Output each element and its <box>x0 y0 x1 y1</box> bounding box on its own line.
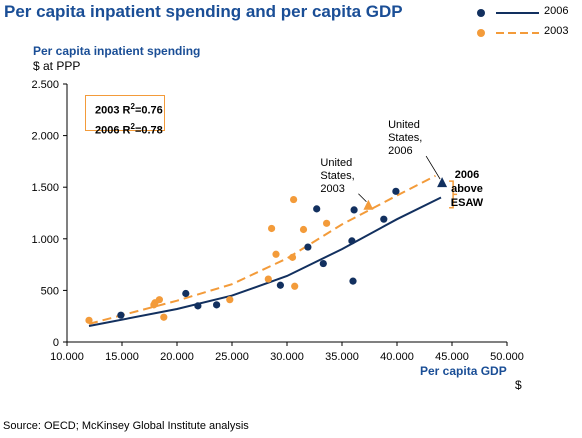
annotation-label: 2006 <box>388 145 412 157</box>
bracket-note: 2006 <box>455 169 479 181</box>
data-point-2006 <box>117 311 125 319</box>
y-tick-label: 2.500 <box>31 79 59 91</box>
us-marker-1 <box>437 177 448 188</box>
x-tick-label: 30.000 <box>270 351 304 363</box>
annotation-label: States, <box>388 132 422 144</box>
x-tick-label: 35.000 <box>325 351 359 363</box>
data-point-2003 <box>155 296 163 304</box>
data-point-2006 <box>349 277 357 285</box>
legend-label-2006: 2006 <box>544 5 569 17</box>
data-point-2003 <box>264 275 272 283</box>
x-tick-label: 10.000 <box>50 351 84 363</box>
data-point-2006 <box>392 187 400 195</box>
data-point-2003 <box>323 219 331 227</box>
chart-title: Per capita inpatient spending and per ca… <box>4 2 403 21</box>
bracket-note: above <box>451 183 483 195</box>
annotation-label: States, <box>320 170 354 182</box>
annotation-leader <box>358 193 367 203</box>
data-point-2006 <box>348 237 356 245</box>
r-squared-2003: 2003 R2=0.76 <box>95 102 163 117</box>
x-axis-unit: $ <box>515 378 522 392</box>
gap-bracket <box>449 180 458 209</box>
data-point-2003 <box>160 313 168 321</box>
data-point-2006 <box>213 301 221 309</box>
x-tick-label: 25.000 <box>215 351 249 363</box>
data-point-2003 <box>226 296 234 304</box>
us-marker-0 <box>363 199 374 210</box>
y-tick-label: 1.000 <box>31 234 59 246</box>
data-point-2006 <box>350 206 358 214</box>
r-squared-2006: 2006 R2=0.78 <box>95 121 163 137</box>
trend-line-2006 <box>88 196 442 327</box>
y-tick-label: 1.500 <box>31 182 59 194</box>
annotation-leader <box>425 155 441 180</box>
x-tick-label: 15.000 <box>105 351 139 363</box>
y-axis-unit: $ at PPP <box>33 59 81 73</box>
annotation-label: 2003 <box>320 183 344 195</box>
y-axis-label: Per capita inpatient spending <box>33 44 201 58</box>
data-point-2003 <box>268 224 276 233</box>
data-point-2003 <box>288 253 297 261</box>
data-point-2006 <box>319 259 327 268</box>
r-squared-box: 2003 R2=0.76 2006 R2=0.78 <box>85 95 165 136</box>
legend-swatch-2006 <box>477 9 539 17</box>
data-point-2003 <box>291 282 299 290</box>
legend-label-2003: 2003 <box>544 25 569 37</box>
bracket-note: ESAW <box>451 197 484 209</box>
source-note: Source: OECD; McKinsey Global Institute … <box>3 420 249 432</box>
annotation-label: United <box>388 119 420 131</box>
data-point-2003 <box>299 225 308 234</box>
y-tick-label: 0 <box>53 337 59 349</box>
data-point-2003 <box>272 250 280 258</box>
data-point-2006 <box>276 281 284 289</box>
data-point-2006 <box>194 302 202 310</box>
legend-swatch-2003 <box>477 29 539 37</box>
y-tick-label: 500 <box>41 285 59 297</box>
trend-line-2003 <box>88 174 436 325</box>
data-point-2006 <box>380 215 388 223</box>
data-point-2006 <box>304 243 312 251</box>
y-tick-label: 2.000 <box>31 131 59 143</box>
data-point-2003 <box>85 316 93 324</box>
x-tick-label: 50.000 <box>490 351 524 363</box>
x-tick-label: 40.000 <box>380 351 414 363</box>
data-point-2006 <box>313 205 321 213</box>
data-point-2003 <box>290 195 298 204</box>
x-tick-label: 45.000 <box>435 351 469 363</box>
x-axis-label: Per capita GDP <box>420 364 507 378</box>
annotation-label: United <box>320 157 352 169</box>
data-point-2006 <box>182 289 190 298</box>
x-tick-label: 20.000 <box>160 351 194 363</box>
